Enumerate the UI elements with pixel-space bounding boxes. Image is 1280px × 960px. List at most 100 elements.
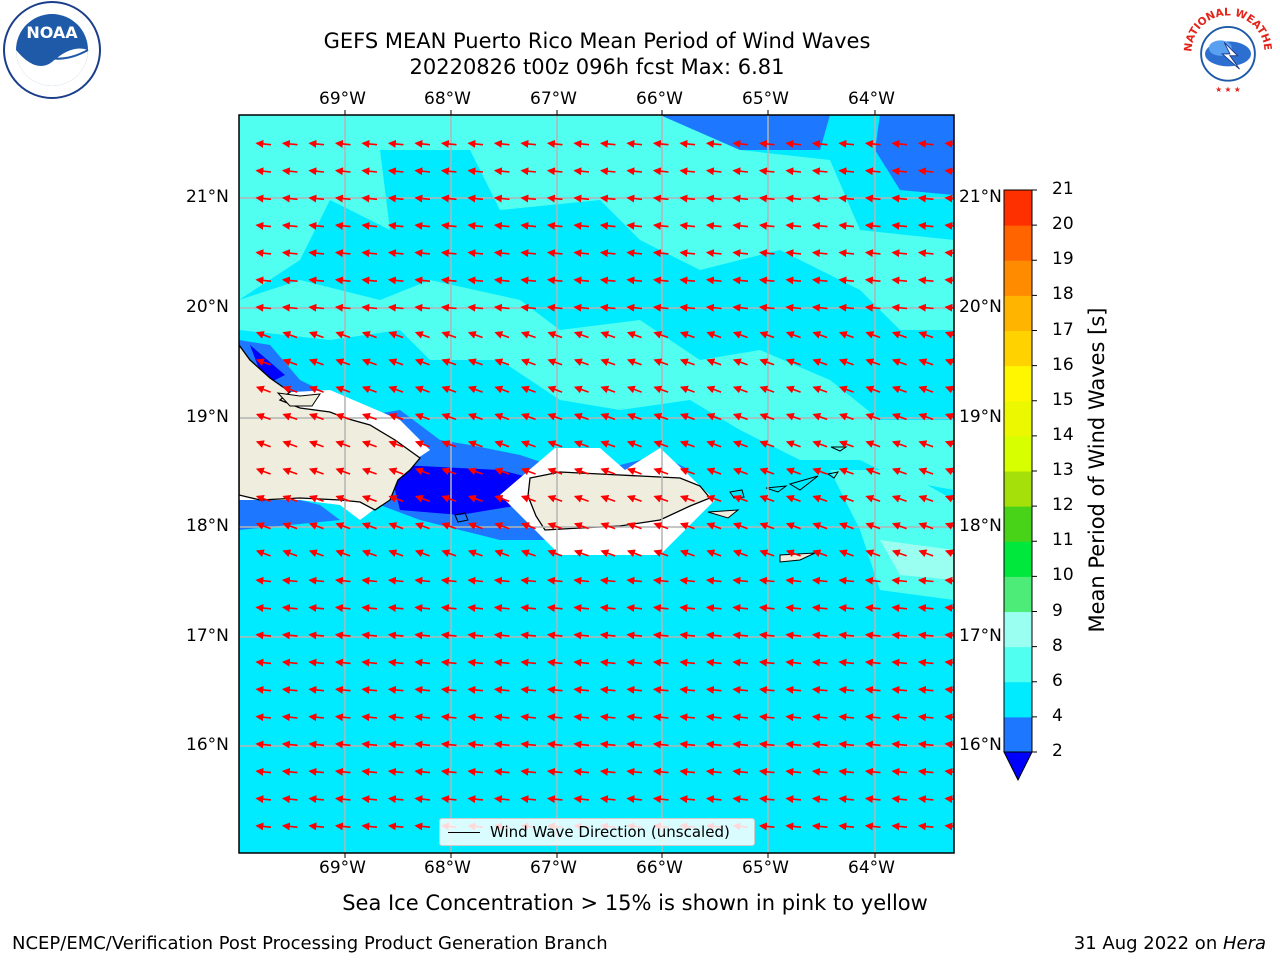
wind-wave-arrow	[626, 522, 642, 530]
wind-wave-arrow	[414, 631, 431, 640]
wind-wave-arrow	[652, 303, 669, 312]
wind-wave-arrow	[414, 740, 431, 749]
wind-wave-arrow	[547, 413, 563, 421]
wind-wave-arrow	[467, 494, 483, 503]
wind-wave-arrow	[281, 139, 298, 148]
wind-wave-arrow	[440, 767, 457, 776]
wind-wave-arrow	[387, 167, 404, 176]
wind-wave-arrow	[944, 440, 954, 448]
wind-wave-arrow	[917, 276, 934, 285]
wind-wave-arrow	[547, 494, 563, 503]
wind-wave-arrow	[520, 795, 537, 804]
wind-wave-arrow	[732, 194, 749, 203]
wind-wave-arrow	[255, 331, 271, 339]
wind-wave-arrow	[387, 139, 404, 148]
wind-wave-arrow	[520, 139, 537, 148]
wind-wave-arrow	[758, 576, 775, 585]
wind-wave-arrow	[864, 303, 881, 312]
wind-wave-arrow	[361, 467, 377, 476]
wind-wave-arrow	[759, 522, 775, 530]
wind-wave-arrow	[811, 713, 828, 722]
wind-wave-arrow	[599, 740, 616, 749]
wind-wave-arrow	[864, 276, 881, 285]
wind-wave-arrow	[440, 631, 457, 640]
wind-wave-arrow	[759, 549, 775, 558]
wind-wave-arrow	[361, 440, 377, 448]
wind-wave-arrow	[652, 276, 669, 285]
wind-wave-arrow	[387, 685, 404, 694]
wind-wave-arrow	[865, 413, 881, 421]
wind-wave-arrow	[918, 522, 934, 530]
wind-wave-arrow	[891, 358, 907, 366]
wind-wave-arrow	[917, 221, 934, 230]
wind-wave-arrow	[759, 331, 775, 339]
wind-wave-arrow	[917, 658, 934, 667]
wind-wave-arrow	[705, 795, 722, 804]
wind-wave-arrow	[732, 713, 749, 722]
wind-wave-arrow	[626, 194, 643, 203]
wind-wave-arrow	[361, 276, 378, 285]
wind-wave-arrow	[255, 194, 272, 203]
wind-wave-arrow	[308, 467, 324, 476]
wind-wave-arrow	[520, 331, 536, 339]
wind-wave-arrow	[944, 385, 954, 394]
wind-wave-arrow	[600, 494, 616, 503]
map-frame	[238, 114, 955, 854]
wind-wave-arrow	[891, 494, 907, 503]
wind-wave-arrow	[361, 331, 377, 339]
wind-wave-arrow	[361, 631, 378, 640]
wind-wave-arrow	[494, 494, 510, 503]
wind-wave-arrow	[494, 385, 510, 394]
wind-wave-arrow	[944, 467, 954, 476]
wind-wave-arrow	[891, 522, 907, 530]
wind-wave-arrow	[653, 440, 669, 448]
wind-wave-arrow	[653, 494, 669, 503]
wind-wave-arrow	[520, 194, 537, 203]
wind-wave-arrow	[573, 658, 590, 667]
wind-wave-arrow	[811, 576, 828, 585]
wind-wave-arrow	[838, 795, 855, 804]
wind-wave-arrow	[388, 413, 404, 421]
nws-logo-icon: NATIONAL WEATHER SERVICE ★ ★ ★	[1178, 2, 1274, 97]
wind-wave-arrow	[653, 522, 669, 530]
wind-wave-arrow	[891, 440, 907, 448]
wind-wave-arrow	[891, 713, 908, 722]
wind-wave-arrow	[732, 413, 748, 421]
wind-wave-arrow	[520, 522, 536, 530]
wind-wave-arrow	[573, 795, 590, 804]
wind-wave-arrow	[467, 221, 484, 230]
wind-wave-arrow	[864, 795, 881, 804]
wind-wave-arrow	[599, 658, 616, 667]
wind-wave-arrow	[335, 549, 351, 558]
wind-wave-arrow	[705, 713, 722, 722]
wind-wave-arrow	[600, 413, 616, 421]
wind-wave-arrow	[493, 303, 510, 312]
lat-label-left: 19°N	[186, 407, 229, 427]
wind-wave-arrow	[838, 440, 854, 448]
wind-wave-arrow	[414, 685, 431, 694]
wind-wave-arrow	[732, 331, 748, 339]
wind-wave-arrow	[255, 713, 272, 722]
wind-wave-arrow	[308, 221, 325, 230]
wind-wave-arrow	[282, 413, 298, 421]
wind-wave-arrow	[838, 713, 855, 722]
wind-wave-arrow	[308, 604, 325, 613]
wind-wave-arrow	[891, 331, 907, 339]
wind-wave-arrow	[838, 767, 855, 776]
wind-wave-arrow	[626, 658, 643, 667]
wind-wave-arrow	[520, 167, 537, 176]
wind-wave-arrow	[520, 413, 536, 421]
wind-wave-arrow	[811, 276, 828, 285]
wind-wave-arrow	[440, 740, 457, 749]
wind-wave-arrow	[599, 795, 616, 804]
wind-wave-arrow	[334, 194, 351, 203]
wind-wave-arrow	[361, 221, 378, 230]
wind-wave-arrow	[387, 795, 404, 804]
wind-wave-arrow	[732, 249, 749, 258]
wind-wave-arrow	[944, 604, 954, 613]
wind-wave-arrow	[281, 767, 298, 776]
wind-wave-arrow	[732, 221, 749, 230]
wind-wave-arrow	[785, 221, 802, 230]
wind-wave-arrow	[944, 139, 954, 148]
lat-label-right: 16°N	[959, 735, 1002, 755]
